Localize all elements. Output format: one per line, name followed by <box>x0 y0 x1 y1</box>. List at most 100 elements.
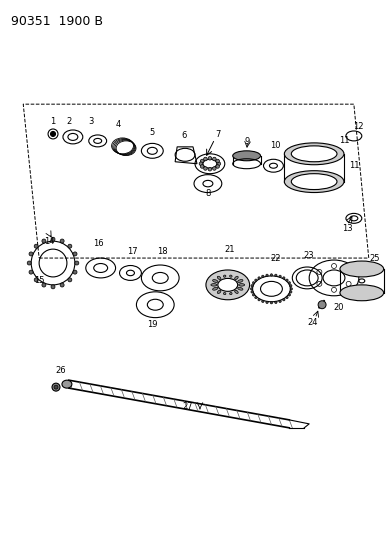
Ellipse shape <box>213 287 218 290</box>
Text: 15: 15 <box>34 277 44 285</box>
Circle shape <box>73 270 77 274</box>
Text: 16: 16 <box>93 239 104 248</box>
Circle shape <box>213 157 216 161</box>
Circle shape <box>275 301 277 304</box>
Text: 8: 8 <box>205 189 211 198</box>
Circle shape <box>266 274 268 277</box>
Circle shape <box>270 274 273 276</box>
Ellipse shape <box>291 174 337 190</box>
Circle shape <box>27 261 31 265</box>
Text: 12: 12 <box>354 122 364 131</box>
Circle shape <box>51 132 55 136</box>
Text: 4: 4 <box>116 119 121 128</box>
Ellipse shape <box>238 279 243 282</box>
Circle shape <box>200 159 204 163</box>
Text: 3: 3 <box>88 117 94 126</box>
Text: 24: 24 <box>307 318 317 327</box>
Circle shape <box>213 167 216 170</box>
Circle shape <box>288 281 291 284</box>
Circle shape <box>252 281 255 284</box>
Ellipse shape <box>239 284 245 286</box>
Text: 14: 14 <box>44 237 54 246</box>
Circle shape <box>29 270 33 274</box>
Ellipse shape <box>211 284 217 286</box>
Text: 5: 5 <box>150 128 155 138</box>
Text: 9: 9 <box>245 138 250 147</box>
Polygon shape <box>175 147 197 164</box>
Text: 90351  1900 B: 90351 1900 B <box>11 15 103 28</box>
Circle shape <box>60 283 64 287</box>
Text: 17: 17 <box>127 247 138 256</box>
Circle shape <box>262 300 264 303</box>
Ellipse shape <box>235 276 238 279</box>
Circle shape <box>290 285 292 287</box>
Circle shape <box>68 244 72 248</box>
Circle shape <box>208 157 212 160</box>
Circle shape <box>199 162 203 166</box>
Circle shape <box>51 285 55 289</box>
Circle shape <box>255 296 257 298</box>
Ellipse shape <box>359 279 365 283</box>
Circle shape <box>270 302 273 304</box>
Circle shape <box>217 162 221 166</box>
Ellipse shape <box>223 275 226 277</box>
Ellipse shape <box>233 151 261 161</box>
Circle shape <box>204 157 207 161</box>
Text: 22: 22 <box>270 254 281 263</box>
Circle shape <box>250 288 253 290</box>
Circle shape <box>68 278 72 282</box>
Ellipse shape <box>223 293 226 295</box>
Circle shape <box>290 288 292 290</box>
Circle shape <box>200 165 204 168</box>
Text: 21: 21 <box>225 245 235 254</box>
Circle shape <box>283 298 285 301</box>
Circle shape <box>60 239 64 243</box>
Circle shape <box>286 296 288 298</box>
Ellipse shape <box>217 290 221 294</box>
Circle shape <box>251 285 253 287</box>
Ellipse shape <box>340 261 384 277</box>
Circle shape <box>34 278 38 282</box>
Ellipse shape <box>218 278 238 292</box>
Ellipse shape <box>62 380 72 388</box>
Ellipse shape <box>291 146 337 161</box>
Circle shape <box>318 301 326 309</box>
Ellipse shape <box>206 270 250 300</box>
Ellipse shape <box>284 143 344 165</box>
Circle shape <box>54 385 58 389</box>
Circle shape <box>258 298 260 301</box>
Text: 27: 27 <box>183 402 193 411</box>
Circle shape <box>288 294 291 296</box>
Circle shape <box>275 274 277 277</box>
Ellipse shape <box>284 171 344 192</box>
Circle shape <box>255 279 257 281</box>
Circle shape <box>29 252 33 256</box>
Text: 26: 26 <box>56 366 66 375</box>
Ellipse shape <box>217 276 221 279</box>
Circle shape <box>42 283 46 287</box>
Text: 6: 6 <box>181 132 187 140</box>
Text: 25: 25 <box>369 254 380 263</box>
Text: 10: 10 <box>270 141 281 150</box>
Ellipse shape <box>213 279 218 282</box>
Circle shape <box>279 300 281 303</box>
Text: 11: 11 <box>349 161 359 170</box>
Circle shape <box>51 237 55 241</box>
Circle shape <box>73 252 77 256</box>
Circle shape <box>286 279 288 281</box>
Circle shape <box>290 290 292 293</box>
Circle shape <box>75 261 79 265</box>
Text: 20: 20 <box>334 303 344 312</box>
Text: 18: 18 <box>157 247 168 256</box>
Circle shape <box>208 167 212 171</box>
Circle shape <box>34 244 38 248</box>
Circle shape <box>42 239 46 243</box>
Circle shape <box>283 277 285 279</box>
Ellipse shape <box>230 275 232 277</box>
Circle shape <box>52 383 60 391</box>
Circle shape <box>279 275 281 278</box>
Circle shape <box>216 159 220 163</box>
Text: 19: 19 <box>147 320 158 329</box>
Text: 11: 11 <box>339 136 349 146</box>
Ellipse shape <box>340 285 384 301</box>
